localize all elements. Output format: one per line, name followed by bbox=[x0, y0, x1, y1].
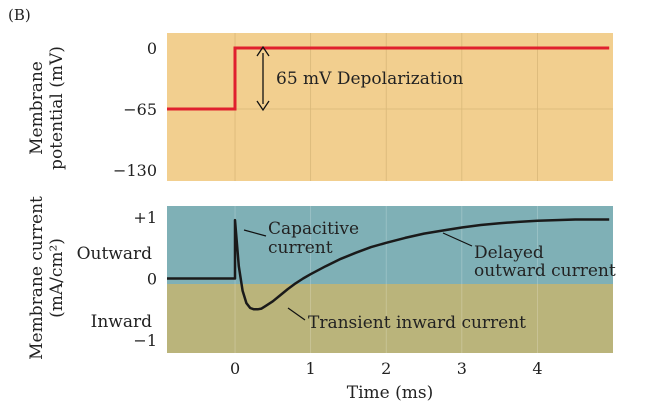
current-y-tick-label: +1 bbox=[133, 208, 157, 227]
current-gridlines bbox=[234, 206, 538, 353]
capacitive-label-line2: current bbox=[268, 238, 333, 258]
voltage-y-tick-label: −130 bbox=[113, 161, 157, 180]
inward-label: Inward bbox=[91, 312, 152, 332]
voltage-y-ticks: 0 −65 −130 bbox=[113, 39, 157, 180]
delayed-label-line1: Delayed bbox=[474, 243, 544, 263]
current-y-label-line2: (mA/cm²) bbox=[47, 238, 67, 318]
panel-label: (B) bbox=[8, 6, 31, 24]
voltage-y-tick-label: 0 bbox=[147, 39, 157, 58]
x-tick-label: 3 bbox=[457, 359, 467, 378]
outward-region bbox=[167, 206, 613, 284]
current-trace bbox=[167, 218, 610, 311]
current-y-tick-label: −1 bbox=[133, 331, 157, 350]
x-tick-label: 1 bbox=[306, 359, 316, 378]
voltage-y-label-line2: potential (mV) bbox=[47, 46, 67, 170]
inward-region bbox=[167, 284, 613, 353]
voltage-y-label-line1: Membrane bbox=[27, 61, 47, 155]
voltage-y-tick-label: −65 bbox=[123, 100, 157, 119]
voltage-panel-background bbox=[167, 33, 613, 181]
x-tick-label: 0 bbox=[230, 359, 240, 378]
capacitive-leader-line bbox=[243, 229, 267, 237]
transient-leader-line bbox=[287, 307, 306, 321]
capacitive-label-line1: Capacitive bbox=[268, 219, 359, 239]
current-y-tick-label: 0 bbox=[147, 270, 157, 289]
current-panel: +1 0 −1 0 1 2 3 4 Membrane current (mA/cm²) Ou… bbox=[27, 196, 616, 403]
current-y-label-line1: Membrane current bbox=[27, 196, 47, 360]
transient-label: Transient inward current bbox=[308, 313, 526, 333]
depolarization-arrow bbox=[256, 45, 270, 112]
voltage-trace bbox=[167, 46, 610, 111]
current-x-ticks: 0 1 2 3 4 bbox=[230, 359, 543, 378]
depolarization-label: 65 mV Depolarization bbox=[276, 69, 463, 89]
current-y-ticks: +1 0 −1 bbox=[133, 208, 157, 350]
delayed-label-line2: outward current bbox=[474, 261, 616, 281]
outward-label: Outward bbox=[77, 244, 153, 264]
x-tick-label: 2 bbox=[381, 359, 391, 378]
x-tick-label: 4 bbox=[532, 359, 542, 378]
delayed-leader-line bbox=[442, 232, 473, 247]
x-axis-label: Time (ms) bbox=[347, 383, 433, 403]
voltage-panel: 0 −65 −130 Membrane potential (mV) 65 mV D… bbox=[27, 33, 613, 181]
